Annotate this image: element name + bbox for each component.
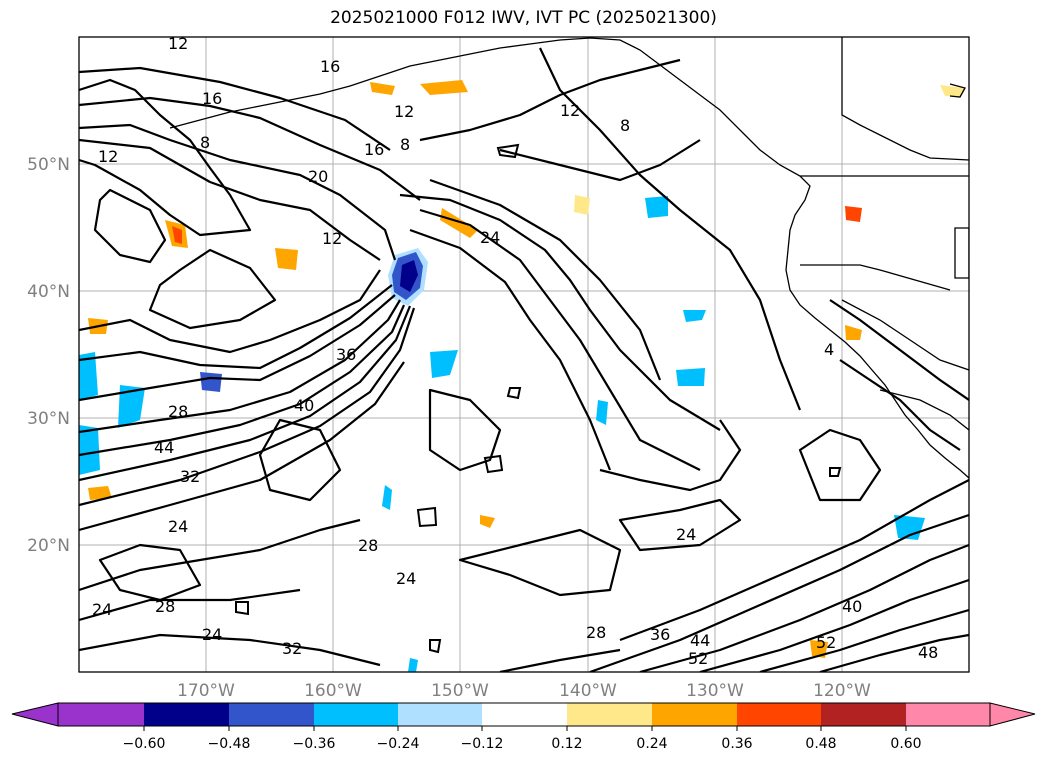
contour-label: 12 xyxy=(98,147,118,166)
contour-label: 52 xyxy=(816,633,836,652)
colorbar-segment xyxy=(314,703,398,726)
contour-label: 36 xyxy=(650,625,670,644)
colorbar-tick-label: −0.12 xyxy=(461,736,504,752)
contour-label: 28 xyxy=(358,536,378,555)
plot-frame xyxy=(78,36,970,673)
lat-label-20n: 20°N xyxy=(27,536,70,556)
colorbar-segment xyxy=(229,703,314,726)
colorbar-segment xyxy=(906,703,990,726)
contour-label: 8 xyxy=(620,116,630,135)
lon-tick-labels: 170°W 160°W 150°W 140°W 130°W 120°W xyxy=(177,681,871,701)
lon-label-130w: 130°W xyxy=(686,681,744,701)
colorbar-segment xyxy=(398,703,482,726)
contour-label: 28 xyxy=(168,402,188,421)
lon-label-140w: 140°W xyxy=(559,681,617,701)
colorbar-segment xyxy=(144,703,229,726)
lon-label-170w: 170°W xyxy=(177,681,235,701)
lat-label-50n: 50°N xyxy=(27,155,70,175)
contour-label: 40 xyxy=(294,396,314,415)
colorbar-tick-label: −0.60 xyxy=(123,736,166,752)
contour-label: 52 xyxy=(688,649,708,668)
colorbar-tick-label: −0.48 xyxy=(208,736,251,752)
colorbar-tick-label: 0.60 xyxy=(890,736,921,752)
map-plot-area xyxy=(79,37,969,672)
contour-label: 20 xyxy=(308,167,328,186)
colorbar-tick-label: −0.36 xyxy=(293,736,336,752)
contour-label: 36 xyxy=(336,345,356,364)
contour-label: 32 xyxy=(282,639,302,658)
contour-label: 28 xyxy=(586,623,606,642)
ivt-anomaly-fills xyxy=(79,80,965,672)
contour-label: 44 xyxy=(690,631,710,650)
contour-label: 12 xyxy=(322,229,342,248)
colorbar-segment xyxy=(567,703,652,726)
coastlines xyxy=(169,37,969,479)
contour-label: 12 xyxy=(168,34,188,53)
colorbar-tick-label: 0.36 xyxy=(721,736,752,752)
colorbar-tick-label: 0.48 xyxy=(805,736,836,752)
colorbar-extend-low xyxy=(11,702,59,727)
contour-label: 12 xyxy=(560,101,580,120)
iwv-contours xyxy=(79,47,969,672)
contour-label: 16 xyxy=(364,140,384,159)
colorbar-segment xyxy=(652,703,737,726)
contour-label: 40 xyxy=(842,597,862,616)
lat-tick-labels: 50°N 40°N 30°N 20°N xyxy=(27,155,70,556)
colorbar-segment xyxy=(482,703,567,726)
contour-label: 28 xyxy=(155,597,175,616)
contour-label: 24 xyxy=(676,525,696,544)
contour-label: 48 xyxy=(918,643,938,662)
contour-label: 12 xyxy=(394,102,414,121)
contour-label: 4 xyxy=(824,340,834,359)
colorbar-segment xyxy=(737,703,821,726)
contour-label: 24 xyxy=(168,517,188,536)
lon-label-120w: 120°W xyxy=(813,681,871,701)
colorbar-tick-label: 0.12 xyxy=(551,736,582,752)
colorbar-tick-label: −0.24 xyxy=(377,736,420,752)
colorbar-tick-label: 0.24 xyxy=(636,736,667,752)
colorbar-extend-high xyxy=(989,702,1036,727)
lat-label-30n: 30°N xyxy=(27,409,70,429)
lon-label-160w: 160°W xyxy=(304,681,362,701)
colorbar-segment xyxy=(821,703,906,726)
contour-label: 24 xyxy=(92,600,112,619)
contour-label: 32 xyxy=(180,467,200,486)
contour-label: 8 xyxy=(400,135,410,154)
contour-label: 24 xyxy=(202,625,222,644)
contour-label: 16 xyxy=(202,89,222,108)
lon-label-150w: 150°W xyxy=(431,681,489,701)
contour-label: 8 xyxy=(200,133,210,152)
colorbar-segment xyxy=(58,703,144,726)
small-contours xyxy=(235,143,842,654)
contour-labels: 12 16 16 12 12 8 16 20 12 8 8 12 24 36 4… xyxy=(92,34,938,668)
contour-label: 44 xyxy=(154,438,174,457)
colorbar: −0.60 −0.48 −0.36 −0.24 −0.12 0.12 0.24 … xyxy=(11,702,1036,752)
map-title: 2025021000 F012 IWV, IVT PC (2025021300) xyxy=(330,8,717,28)
contour-label: 24 xyxy=(480,228,500,247)
lat-label-40n: 40°N xyxy=(27,282,70,302)
contour-label: 16 xyxy=(320,57,340,76)
contour-label: 24 xyxy=(396,569,416,588)
